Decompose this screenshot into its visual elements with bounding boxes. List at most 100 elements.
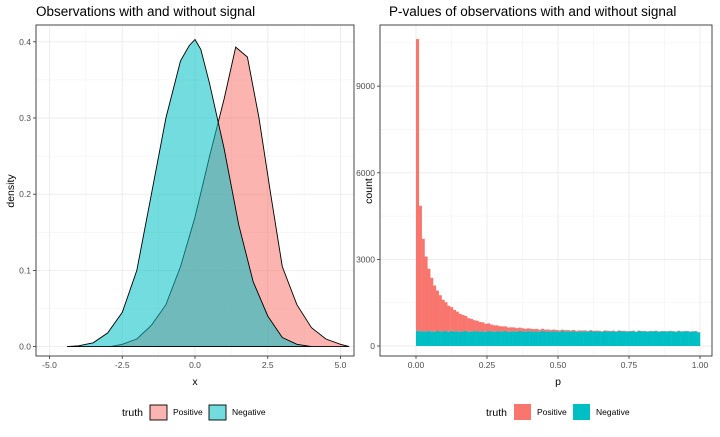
pvalue-bar-positive [427, 269, 430, 331]
pvalue-bar-negative [527, 331, 530, 346]
pvalue-bar-negative [615, 332, 618, 346]
pvalue-bar-negative [694, 331, 697, 346]
pvalue-bar-negative [643, 331, 646, 346]
pvalue-bar-negative [697, 332, 700, 346]
pvalue-bar-positive [618, 331, 621, 332]
pvalue-bar-negative [589, 331, 592, 346]
pvalue-bar-negative [598, 331, 601, 346]
pvalue-bar-positive [504, 326, 507, 331]
pvalue-bar-positive [598, 331, 601, 332]
pvalue-legend-title: truth [486, 407, 507, 419]
pvalue-bar-negative [518, 331, 521, 346]
pvalue-y-tick-label: 6000 [356, 168, 375, 178]
density-x-tick-label: 2.5 [262, 360, 274, 370]
pvalue-bar-negative [419, 331, 422, 346]
pvalue-chart-title: P-values of observations with and withou… [389, 4, 676, 19]
pvalue-bar-positive [450, 307, 453, 331]
pvalue-bar-negative [484, 332, 487, 346]
pvalue-bar-negative [530, 331, 533, 346]
pvalue-bar-negative [575, 332, 578, 346]
pvalue-bar-negative [635, 332, 638, 346]
density-legend-key-positive [150, 405, 167, 420]
pvalue-bar-positive [595, 331, 598, 332]
pvalue-legend-key-positive [514, 404, 531, 420]
pvalue-bar-negative [652, 332, 655, 346]
pvalue-bar-positive [513, 327, 516, 331]
pvalue-bar-negative [646, 332, 649, 346]
pvalue-bar-negative [669, 331, 672, 346]
pvalue-bar-negative [674, 332, 677, 346]
pvalue-bar-positive [527, 328, 530, 331]
pvalue-y-tick-label: 0 [370, 341, 375, 351]
pvalue-bar-positive [549, 330, 552, 332]
pvalue-bar-negative [552, 331, 555, 346]
pvalue-bar-negative [558, 332, 561, 346]
pvalue-bar-positive [555, 330, 558, 332]
pvalue-bar-positive [561, 330, 564, 331]
pvalue-legend-key-negative [573, 404, 590, 420]
pvalue-bar-positive [422, 239, 425, 331]
pvalue-legend-label-positive: Positive [537, 407, 567, 417]
pvalue-bar-negative [663, 331, 666, 346]
pvalue-bar-positive [433, 286, 436, 332]
pvalue-bar-negative [487, 331, 490, 346]
pvalue-bar-negative [683, 331, 686, 346]
pvalue-bar-negative [433, 332, 436, 346]
pvalue-bar-positive [575, 331, 578, 332]
density-y-tick-label: 0.3 [19, 113, 31, 123]
pvalue-bar-negative [535, 331, 538, 346]
pvalue-bar-negative [623, 331, 626, 346]
pvalue-bar-positive [567, 330, 570, 331]
density-x-tick-label: -5.0 [42, 360, 57, 370]
pvalue-x-tick-label: 0.50 [550, 360, 567, 370]
pvalue-bar-negative [601, 332, 604, 346]
pvalue-bar-negative [425, 332, 428, 346]
pvalue-bar-positive [501, 326, 504, 331]
pvalue-bar-negative [476, 331, 479, 346]
pvalue-bar-negative [538, 332, 541, 346]
pvalue-bar-negative [521, 331, 524, 346]
pvalue-bar-negative [649, 331, 652, 346]
pvalue-bar-positive [416, 39, 419, 331]
pvalue-y-axis-title: count [363, 178, 375, 204]
pvalue-bar-positive [592, 331, 595, 332]
pvalue-legend-label-negative: Negative [596, 407, 630, 417]
pvalue-y-tick-label: 3000 [356, 254, 375, 264]
pvalue-bar-negative [444, 331, 447, 346]
pvalue-bar-negative [549, 332, 552, 346]
pvalue-bar-positive [586, 331, 589, 332]
density-y-axis-title: density [5, 174, 17, 208]
pvalue-bar-positive [447, 306, 450, 332]
pvalue-bar-negative [632, 331, 635, 346]
pvalue-bar-negative [450, 331, 453, 346]
pvalue-bar-positive [572, 330, 575, 331]
pvalue-bar-positive [584, 330, 587, 331]
pvalue-bar-positive [589, 330, 592, 331]
density-x-axis-title: x [192, 376, 198, 388]
pvalue-bar-positive [510, 327, 513, 331]
density-x-tick-label: 5.0 [335, 360, 347, 370]
pvalue-bar-negative [686, 331, 689, 346]
pvalue-bar-positive [484, 324, 487, 332]
pvalue-bar-negative [430, 331, 433, 346]
density-legend-label-positive: Positive [173, 407, 203, 417]
pvalue-bar-negative [541, 331, 544, 346]
pvalue-bar-positive [564, 330, 567, 331]
pvalue-bar-negative [515, 332, 518, 346]
pvalue-bar-positive [524, 329, 527, 332]
pvalue-bar-negative [473, 331, 476, 346]
pvalue-bar-negative [620, 331, 623, 346]
pvalue-bar-negative [657, 332, 660, 346]
pvalue-bar-positive [541, 329, 544, 331]
pvalue-bar-positive [538, 330, 541, 332]
pvalue-bar-negative [689, 332, 692, 346]
pvalue-bar-positive [521, 328, 524, 331]
pvalue-bar-negative [609, 332, 612, 346]
pvalue-bar-positive [515, 328, 518, 331]
pvalue-bar-positive [612, 331, 615, 332]
pvalue-bar-negative [436, 331, 439, 346]
pvalue-bar-positive [487, 323, 490, 331]
pvalue-bar-negative [447, 332, 450, 346]
density-y-tick-label: 0.0 [19, 342, 31, 352]
pvalue-bar-negative [496, 331, 499, 346]
